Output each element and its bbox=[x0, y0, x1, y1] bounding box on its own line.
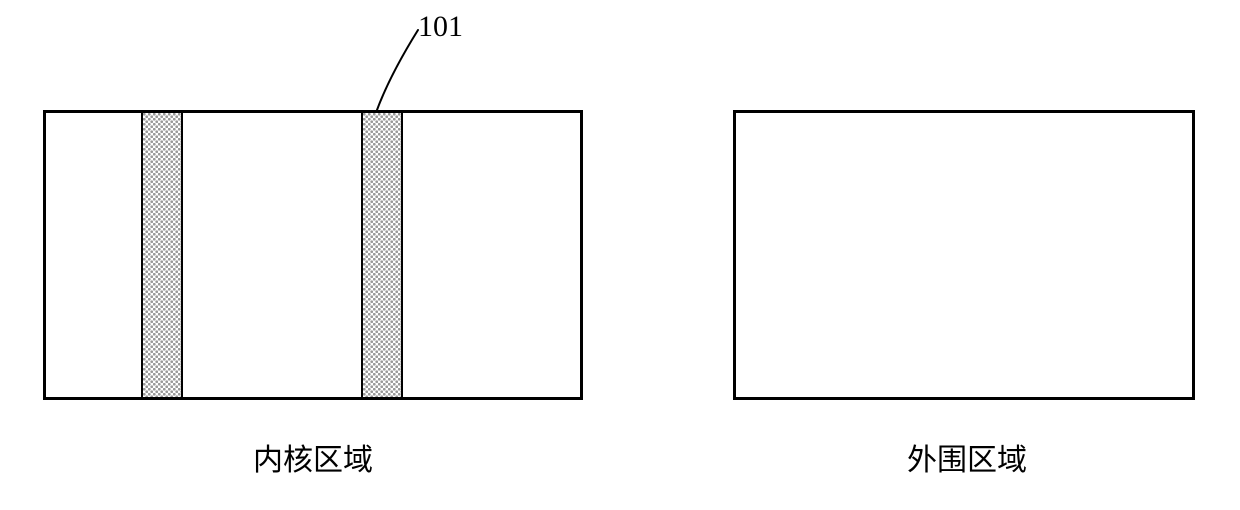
reference-number-101: 101 bbox=[418, 10, 463, 44]
diagram-canvas: 内核区域 外围区域 101 bbox=[0, 0, 1240, 510]
leader-line bbox=[0, 0, 1240, 510]
